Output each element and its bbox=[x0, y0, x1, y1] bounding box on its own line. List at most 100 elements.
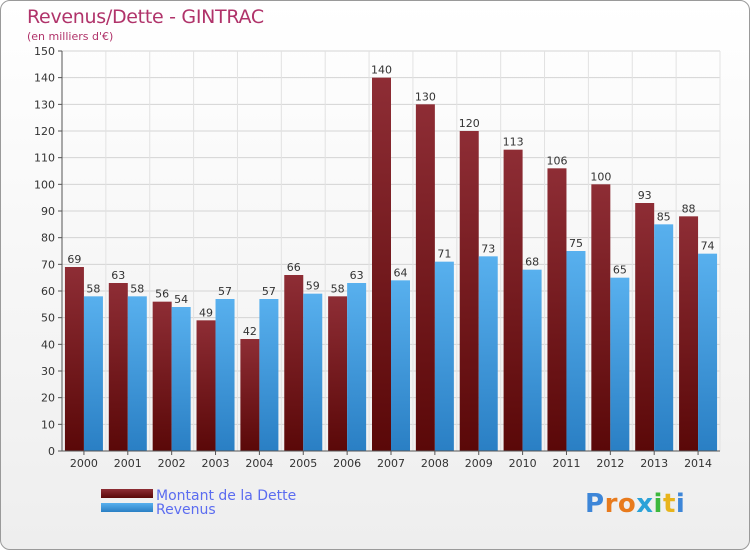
bar-revenus bbox=[259, 299, 279, 451]
y-tick-label: 60 bbox=[41, 285, 55, 298]
bar-dette bbox=[372, 77, 391, 452]
data-label: 100 bbox=[590, 170, 611, 183]
x-tick-label: 2003 bbox=[202, 457, 230, 470]
y-tick-label: 30 bbox=[41, 365, 55, 378]
data-label: 73 bbox=[481, 242, 495, 255]
bar-dette bbox=[152, 301, 172, 451]
axes: 0 10 20 30 40 50 60 70 80 90 100 110 120 130 140 150 200… bbox=[34, 45, 720, 470]
bar-revenus bbox=[303, 293, 323, 451]
data-label: 75 bbox=[569, 237, 583, 250]
x-tick-label: 2012 bbox=[596, 457, 624, 470]
y-tick-label: 150 bbox=[34, 45, 55, 58]
data-label: 54 bbox=[174, 293, 188, 306]
bar-dette bbox=[679, 216, 699, 451]
data-label: 120 bbox=[459, 117, 480, 130]
data-label: 113 bbox=[503, 136, 524, 149]
x-tick-label: 2001 bbox=[114, 457, 142, 470]
bar-dette bbox=[196, 320, 216, 451]
data-label: 69 bbox=[67, 253, 81, 266]
y-tick-label: 80 bbox=[41, 232, 55, 245]
data-label: 106 bbox=[546, 154, 567, 167]
bar-dette bbox=[635, 203, 655, 451]
bar-revenus bbox=[566, 251, 586, 451]
data-label: 85 bbox=[657, 210, 671, 223]
bar-revenus bbox=[391, 280, 410, 451]
bar-revenus bbox=[83, 296, 103, 451]
bar-revenus bbox=[127, 296, 147, 451]
data-label: 59 bbox=[306, 280, 320, 293]
data-label: 57 bbox=[262, 285, 276, 298]
logo-letter: o bbox=[617, 489, 637, 519]
y-tick-label: 100 bbox=[34, 178, 55, 191]
bar-dette bbox=[547, 168, 567, 452]
logo-letter: r bbox=[604, 489, 618, 519]
x-tick-label: 2013 bbox=[640, 457, 668, 470]
bar-dette bbox=[415, 104, 435, 451]
x-tick-label: 2004 bbox=[245, 457, 273, 470]
data-label: 63 bbox=[111, 269, 125, 282]
y-tick-label: 110 bbox=[34, 152, 55, 165]
bar-dette bbox=[591, 184, 611, 452]
bar-revenus bbox=[215, 299, 235, 451]
bar-revenus bbox=[434, 261, 454, 451]
data-label: 42 bbox=[243, 325, 257, 338]
bar-dette bbox=[459, 131, 479, 451]
y-tick-label: 20 bbox=[41, 392, 55, 405]
bar-revenus bbox=[654, 224, 674, 451]
y-tick-label: 0 bbox=[48, 445, 55, 458]
x-tick-label: 2002 bbox=[158, 457, 186, 470]
chart-subtitle: (en milliers d'€) bbox=[27, 30, 114, 43]
logo-letter: i bbox=[653, 489, 663, 519]
logo-letter: P bbox=[585, 489, 605, 519]
legend-swatch-dette bbox=[101, 489, 153, 498]
x-tick-label: 2008 bbox=[421, 457, 449, 470]
data-label: 68 bbox=[525, 256, 539, 269]
logo-letter: t bbox=[662, 489, 676, 519]
bar-dette bbox=[64, 267, 84, 451]
y-tick-label: 130 bbox=[34, 98, 55, 111]
data-label: 65 bbox=[613, 264, 627, 277]
data-label: 66 bbox=[287, 261, 301, 274]
logo-letter: i bbox=[675, 489, 686, 519]
bar-revenus bbox=[347, 283, 367, 451]
bars: 69 58 63 58 56 54 49 57 42 57 66 59 58 63 140 64 130 71 12… bbox=[64, 64, 718, 452]
y-tick-label: 50 bbox=[41, 312, 55, 325]
y-tick-label: 120 bbox=[34, 125, 55, 138]
legend-label-revenus: Revenus bbox=[156, 502, 216, 518]
x-tick-label: 2000 bbox=[70, 457, 98, 470]
data-label: 88 bbox=[682, 202, 696, 215]
bar-revenus bbox=[522, 269, 542, 451]
data-label: 56 bbox=[155, 288, 169, 301]
y-tick-label: 140 bbox=[34, 72, 55, 85]
y-tick-label: 90 bbox=[41, 205, 55, 218]
data-label: 74 bbox=[701, 240, 715, 253]
data-label: 140 bbox=[371, 64, 392, 77]
data-label: 130 bbox=[415, 90, 436, 103]
data-label: 57 bbox=[218, 285, 232, 298]
data-label: 58 bbox=[331, 282, 345, 295]
data-label: 49 bbox=[199, 306, 213, 319]
data-label: 64 bbox=[394, 266, 408, 279]
bar-revenus bbox=[171, 307, 191, 451]
y-tick-label: 70 bbox=[41, 258, 55, 271]
proxiti-logo: Proxiti bbox=[585, 489, 685, 519]
x-tick-label: 2009 bbox=[465, 457, 493, 470]
bar-revenus bbox=[610, 277, 630, 451]
bar-revenus bbox=[478, 256, 498, 451]
logo-letter: x bbox=[636, 489, 654, 519]
legend-swatch-revenus bbox=[101, 503, 153, 512]
bar-revenus bbox=[698, 253, 718, 451]
bar-dette bbox=[328, 296, 348, 451]
chart-title: Revenus/Dette - GINTRAC bbox=[27, 6, 264, 28]
bar-dette bbox=[503, 149, 523, 451]
x-tick-label: 2005 bbox=[289, 457, 317, 470]
y-tick-label: 40 bbox=[41, 338, 55, 351]
data-label: 63 bbox=[350, 269, 364, 282]
x-tick-label: 2010 bbox=[509, 457, 537, 470]
bar-dette bbox=[284, 275, 304, 451]
data-label: 71 bbox=[437, 248, 451, 261]
y-tick-label: 10 bbox=[41, 418, 55, 431]
